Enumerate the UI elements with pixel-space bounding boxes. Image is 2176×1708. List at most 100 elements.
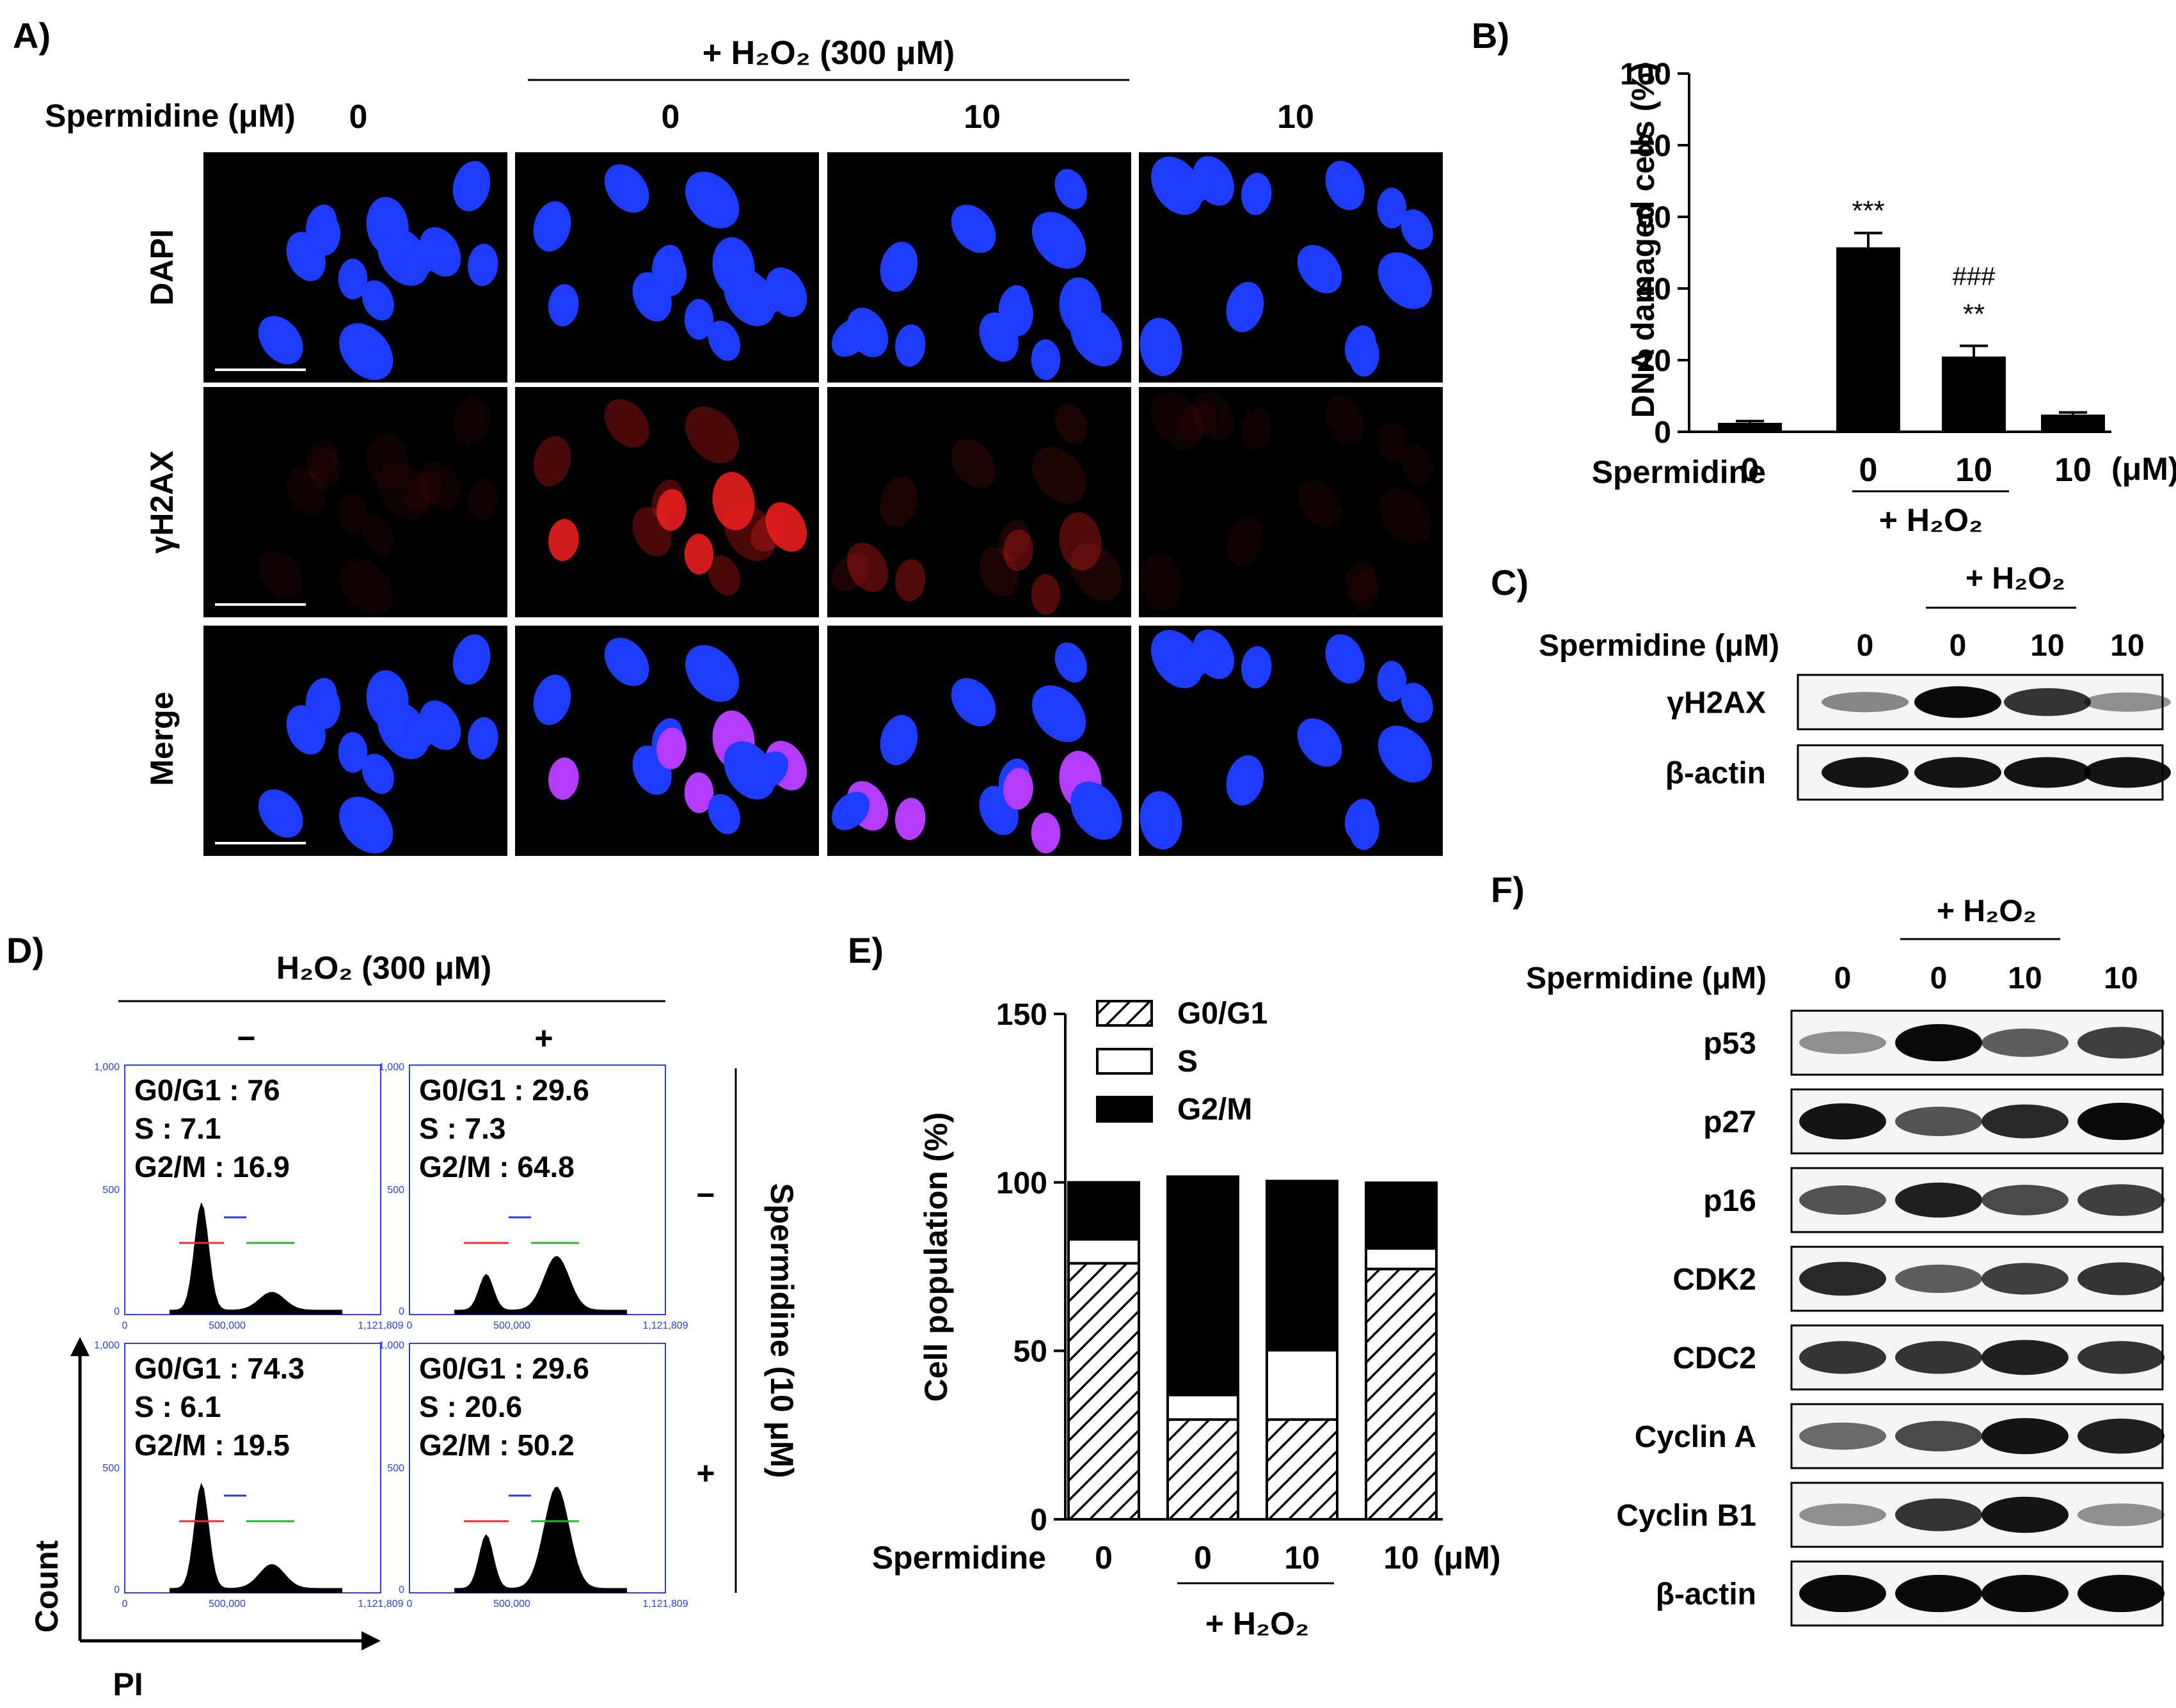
nucleus-cell (1401, 683, 1433, 723)
hist-y-tick: 0 (114, 1306, 120, 1317)
panel-b-unit: (μM) (2111, 451, 2176, 487)
nucleus-cell (533, 201, 571, 252)
col-label-2: 0 (662, 99, 680, 136)
protein-band (1799, 1574, 1886, 1613)
protein-band (2077, 1418, 2164, 1454)
col-label-4: 10 (1277, 99, 1314, 136)
y-tick-label: 50 (1013, 1335, 1047, 1369)
panel-c-label: C) (1491, 562, 1529, 603)
nucleus-cell (1377, 422, 1407, 464)
nucleus-cell (831, 791, 870, 830)
x-category-label: 0 (1859, 452, 1878, 489)
micrograph-tile (203, 387, 507, 617)
nucleus-cell (361, 515, 394, 555)
g0g1-stat: G0/G1 : 74.3 (134, 1352, 305, 1385)
nucleus-cell (951, 677, 996, 727)
nucleus-cell (1031, 339, 1061, 381)
panel-e-ylabel: Cell population (%) (918, 1112, 954, 1402)
nucleus-cell (880, 241, 918, 292)
nucleus-cell (1003, 768, 1033, 810)
legend-swatch (1096, 1096, 1153, 1123)
nucleus-cell (1140, 317, 1182, 376)
nucleus-cell (1177, 401, 1216, 440)
micrograph-tile (827, 387, 1131, 617)
nucleus-cell (685, 645, 740, 702)
blot-row-label: Cyclin B1 (1616, 1499, 1756, 1533)
panel-d-side-label: Spermidine (10 μM) (764, 1183, 800, 1478)
hist-y-tick: 500 (102, 1185, 120, 1196)
hist-y-tick: 0 (399, 1585, 404, 1595)
hist-x-tick: 0 (407, 1599, 413, 1609)
nucleus-cell (1003, 529, 1033, 571)
hist-x-tick: 500,000 (209, 1320, 246, 1331)
nucleus-cell (1151, 391, 1203, 450)
nucleus-cell (750, 278, 789, 317)
panel-e-h2o2: + H₂O₂ (1205, 1606, 1310, 1641)
hist-y-tick: 1,000 (379, 1340, 404, 1351)
nucleus-cell (712, 471, 755, 530)
hist-y-tick: 500 (102, 1463, 120, 1474)
hist-x-tick: 500,000 (209, 1599, 246, 1609)
hist-x-tick: 0 (122, 1320, 128, 1331)
nucleus-cell (1070, 542, 1122, 601)
protein-band (1895, 1024, 1982, 1062)
panel-f-h2o2: + H₂O₂ (1937, 894, 2037, 928)
legend-label: S (1177, 1045, 1198, 1079)
spermidine-label: Spermidine (μM) (45, 98, 296, 134)
hist-x-tick: 500,000 (493, 1599, 530, 1609)
nucleus-cell (604, 164, 649, 213)
nucleus-cell (548, 519, 579, 562)
micrograph-tile (827, 152, 1131, 383)
nucleus-cell (366, 431, 409, 490)
nucleus-cell (361, 280, 394, 320)
g2m-stat: G2/M : 50.2 (419, 1428, 575, 1462)
nucleus-cell (684, 299, 714, 340)
x-category-label: 10 (1955, 452, 1992, 489)
nucleus-cell (656, 489, 687, 531)
micrograph-tile (1139, 626, 1443, 856)
g0g1-stat: G0/G1 : 76 (134, 1073, 280, 1107)
bar (1718, 423, 1782, 432)
nucleus-cell (533, 674, 571, 725)
micrograph-background (827, 387, 1131, 617)
nucleus-cell (1054, 169, 1087, 209)
y-tick-label: 0 (1654, 416, 1671, 450)
nucleus-cell (1193, 391, 1234, 441)
panel-d-row-sign-1: − (696, 1177, 715, 1213)
stacked-segment (1365, 1247, 1438, 1270)
lane-label: 0 (1930, 961, 1948, 995)
y-tick-label: 0 (1030, 1503, 1047, 1537)
protein-band (1895, 1574, 1982, 1613)
nucleus-cell (1226, 755, 1264, 806)
nucleus-cell (846, 542, 889, 592)
panel-e: E) Cell population (%) 0 50 100 150 0 0 10 10 G0… (848, 930, 1501, 1641)
y-tick-label: 40 (1637, 273, 1671, 306)
protein-band (2077, 1102, 2164, 1141)
protein-band (1981, 1185, 2069, 1215)
protein-band (2077, 1574, 2164, 1613)
panel-c-h2o2: + H₂O₂ (1966, 562, 2065, 596)
histogram-plot: 1,000 500 00 500,000 1,121,809 G0/G1 : 29.6 S … (379, 1340, 688, 1609)
legend-swatch (1096, 1048, 1153, 1075)
protein-band (2077, 1503, 2164, 1526)
legend-swatch (1096, 1000, 1153, 1027)
nucleus-cell (998, 519, 1030, 562)
nucleus-cell (724, 502, 775, 561)
histogram-area (454, 1487, 627, 1593)
lane-label: 10 (2008, 961, 2042, 995)
nucleus-cell (1325, 634, 1365, 684)
nucleus-cell (685, 171, 740, 229)
protein-band (1799, 1422, 1886, 1450)
nucleus-cell (1378, 252, 1433, 310)
x-category-label: 0 (1741, 452, 1759, 489)
micrograph-tile (515, 626, 819, 856)
nucleus-cell (286, 466, 326, 516)
nucleus-cell (361, 754, 394, 794)
protein-band (2077, 1184, 2164, 1216)
protein-band (2077, 1341, 2164, 1374)
nucleus-cell (258, 315, 303, 365)
nucleus-cell (338, 258, 368, 300)
nucleus-cell (310, 448, 340, 491)
